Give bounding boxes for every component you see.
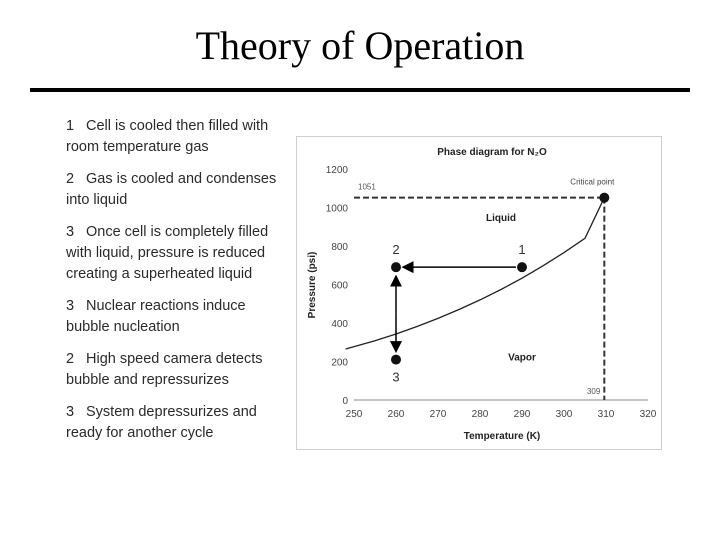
y-tick-label: 200: [331, 358, 348, 369]
state-point-label: 1: [518, 242, 525, 257]
state-point-marker: [391, 354, 401, 365]
step-item: 2 Gas is cooled and condenses into liquid: [66, 169, 291, 211]
pressure-reference-label: 1051: [358, 183, 376, 192]
x-tick-label: 270: [430, 409, 447, 420]
step-item: 3 Once cell is completely filled with liq…: [66, 222, 291, 285]
x-tick-label: 260: [388, 409, 405, 420]
step-item: 3 System depressurizes and ready for anot…: [66, 402, 291, 444]
x-tick-label: 300: [556, 409, 573, 420]
step-item: 2 High speed camera detects bubble and re…: [66, 349, 291, 391]
y-axis-label: Pressure (psi): [307, 252, 318, 319]
y-tick-label: 400: [331, 319, 348, 330]
y-tick-label: 0: [342, 396, 348, 407]
step-text: High speed camera detects bubble and rep…: [66, 351, 263, 388]
step-text: System depressurizes and ready for anoth…: [66, 404, 257, 441]
step-number: 2: [66, 171, 75, 187]
phase-diagram: Phase diagram for N₂O Temperature (K) Pr…: [296, 136, 662, 450]
y-tick-label: 800: [331, 242, 348, 253]
phase-boundary-curve: [345, 197, 605, 350]
step-number: 2: [66, 351, 75, 367]
step-number: 3: [66, 224, 75, 240]
step-text: Once cell is completely filled with liqu…: [66, 224, 269, 282]
x-tick-label: 310: [598, 409, 615, 420]
steps-list: 1 Cell is cooled then filled with room te…: [66, 116, 291, 455]
chart-title: Phase diagram for N₂O: [437, 147, 547, 158]
step-item: 1 Cell is cooled then filled with room te…: [66, 116, 291, 158]
state-point-marker: [391, 262, 401, 273]
state-point-label: 2: [392, 242, 399, 257]
y-tick-label: 1200: [326, 165, 349, 176]
step-text: Gas is cooled and condenses into liquid: [66, 171, 277, 208]
state-point-label: 3: [392, 370, 399, 385]
step-number: 1: [66, 118, 75, 134]
x-tick-label: 280: [472, 409, 489, 420]
critical-point-marker: [599, 192, 610, 203]
region-label: Vapor: [508, 353, 536, 364]
step-text: Nuclear reactions induce bubble nucleati…: [66, 298, 246, 335]
region-label: Liquid: [486, 213, 516, 224]
y-tick-label: 600: [331, 281, 348, 292]
state-point-marker: [517, 262, 527, 273]
slide-title: Theory of Operation: [195, 23, 525, 68]
critical-point-label: Critical point: [570, 178, 615, 187]
phase-diagram-svg: Phase diagram for N₂O Temperature (K) Pr…: [307, 147, 657, 442]
step-number: 3: [66, 298, 75, 314]
title-divider: [30, 88, 690, 92]
step-number: 3: [66, 404, 75, 420]
x-axis-label: Temperature (K): [464, 431, 541, 442]
y-tick-label: 1000: [326, 204, 349, 215]
x-tick-label: 320: [640, 409, 657, 420]
x-tick-label: 290: [514, 409, 531, 420]
temperature-reference-label: 309: [587, 387, 601, 396]
step-item: 3 Nuclear reactions induce bubble nucleat…: [66, 296, 291, 338]
x-tick-label: 250: [346, 409, 363, 420]
step-text: Cell is cooled then filled with room tem…: [66, 118, 269, 155]
